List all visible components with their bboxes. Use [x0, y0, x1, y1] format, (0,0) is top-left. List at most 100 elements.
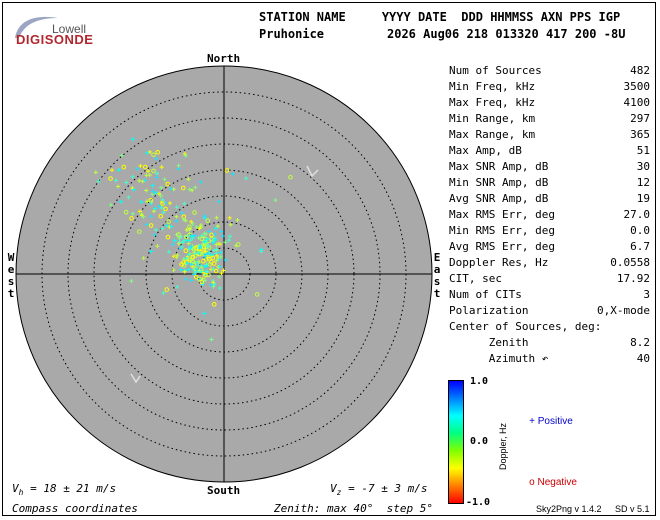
- source-circle: [211, 261, 217, 266]
- source-plus: [181, 217, 186, 222]
- legend-negative: o Negative: [529, 477, 577, 488]
- stat-label: Polarization: [449, 304, 529, 317]
- stat-value: 40: [636, 352, 650, 365]
- source-circle: [193, 266, 199, 271]
- compass-north: North: [207, 52, 241, 65]
- source-plus: [197, 268, 202, 273]
- source-plus: [137, 178, 142, 183]
- stat-value: 30: [636, 160, 650, 173]
- stat-value: 3: [643, 288, 650, 301]
- positive-plus-icon: +: [529, 416, 535, 427]
- source-plus: [190, 221, 195, 226]
- source-plus: [160, 226, 165, 231]
- source-plus: [199, 269, 204, 274]
- source-plus: [179, 267, 184, 272]
- source-circle: [254, 292, 260, 297]
- source-plus: [209, 337, 214, 342]
- stat-label: Min Range, km: [449, 112, 536, 125]
- source-circle: [179, 262, 184, 267]
- source-plus: [172, 238, 177, 243]
- doppler-colorbar: [448, 380, 464, 504]
- source-plus: [110, 168, 115, 173]
- source-plus: [175, 253, 180, 258]
- source-plus: [216, 241, 221, 246]
- source-plus: [174, 219, 179, 224]
- source-circle: [151, 168, 156, 174]
- source-circle: [199, 236, 205, 242]
- source-plus: [207, 229, 212, 234]
- stat-label: Avg SNR Amp, dB: [449, 192, 549, 205]
- source-plus: [204, 231, 209, 236]
- source-circle: [224, 168, 230, 173]
- source-plus: [203, 249, 208, 254]
- source-plus: [203, 278, 208, 283]
- source-plus: [179, 245, 184, 250]
- stat-value: 0,X-mode: [597, 304, 650, 317]
- source-plus: [181, 257, 186, 262]
- source-plus: [206, 243, 211, 248]
- negative-circle-icon: o: [529, 477, 535, 488]
- source-plus: [176, 163, 181, 168]
- source-plus: [189, 278, 194, 283]
- source-plus: [130, 137, 135, 142]
- source-circle: [209, 236, 214, 242]
- source-circle: [123, 209, 129, 215]
- stat-label: Max Freq, kHz: [449, 96, 536, 109]
- stat-value: 12: [636, 176, 650, 189]
- source-plus: [227, 234, 232, 239]
- source-circle: [210, 255, 216, 261]
- source-plus: [141, 256, 146, 261]
- stat-value: 51: [636, 144, 650, 157]
- source-plus: [143, 178, 148, 183]
- source-plus: [215, 224, 220, 229]
- source-plus: [213, 237, 218, 242]
- source-plus: [108, 202, 113, 207]
- source-plus: [220, 233, 225, 238]
- source-plus: [187, 187, 192, 192]
- source-plus: [164, 223, 169, 228]
- source-plus: [204, 269, 209, 274]
- colorbar-mid-label: 0.0: [470, 436, 489, 447]
- source-circle: [183, 234, 189, 240]
- source-plus: [193, 251, 198, 256]
- source-plus: [189, 262, 194, 267]
- source-plus: [150, 189, 155, 194]
- source-circle: [151, 152, 156, 158]
- stat-value: 4100: [623, 96, 651, 109]
- source-plus: [116, 168, 121, 173]
- source-plus: [175, 284, 180, 289]
- source-plus: [151, 209, 156, 214]
- header-values: 2026 Aug06 218 013320 417 200 -8U: [387, 27, 626, 41]
- source-plus: [159, 205, 164, 210]
- compass-south: South: [207, 484, 241, 497]
- source-plus: [219, 271, 224, 276]
- source-plus: [188, 244, 193, 249]
- source-circle: [129, 216, 134, 221]
- source-plus: [161, 210, 166, 215]
- source-plus: [147, 150, 152, 155]
- stat-label: Num of CITs: [449, 288, 522, 301]
- stat-value: 0.0558: [610, 256, 650, 269]
- source-plus: [154, 227, 159, 232]
- source-plus: [140, 179, 145, 184]
- source-circle: [187, 224, 192, 230]
- source-plus: [131, 187, 136, 192]
- source-plus: [217, 264, 222, 269]
- source-plus: [181, 238, 186, 243]
- source-plus: [129, 279, 134, 284]
- direction-arrow-ne: [306, 165, 319, 178]
- source-plus: [159, 185, 164, 190]
- source-plus: [154, 175, 159, 180]
- stat-value: 19: [636, 192, 650, 205]
- source-plus: [119, 153, 124, 158]
- source-circle: [180, 185, 186, 191]
- source-plus: [159, 165, 164, 170]
- source-plus: [166, 249, 171, 254]
- source-circle: [190, 254, 196, 260]
- source-circle: [207, 261, 213, 267]
- source-circle: [142, 164, 148, 170]
- source-circle: [211, 302, 217, 307]
- source-circle: [193, 274, 199, 280]
- source-plus: [205, 251, 210, 256]
- source-plus: [144, 188, 149, 193]
